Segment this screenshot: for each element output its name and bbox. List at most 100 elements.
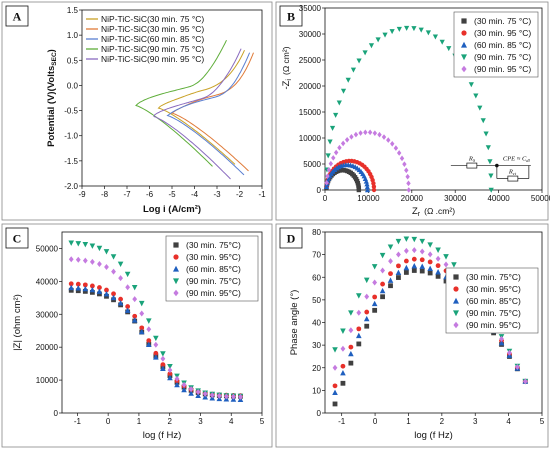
y-axis-label: -Zi (Ω cm²) [281,46,293,89]
nyquist-point [327,139,333,145]
nyquist-point [488,173,494,179]
y-label-end: ) [46,49,57,52]
x-tick-label: 0 [373,417,378,426]
bode-phase-point [499,335,504,342]
legend-entry: (30 min. 95 °C) [474,28,531,38]
bode-z-point [75,281,81,287]
y-tick-label: 40000 [36,277,59,286]
bode-z-point [167,367,173,374]
y-tick-label: 10 [312,386,321,395]
legend-entry: NiP-TiC-SiC(60 min. 85 °C) [101,34,204,44]
nyquist-point [364,184,370,190]
nyquist-point [405,173,410,180]
bode-z-point [195,392,201,399]
bode-z-point [117,300,124,306]
bode-phase-point [348,350,354,357]
bode-phase-point [396,251,401,258]
bode-z-point [139,310,145,317]
circuit-label-cpe: CPE ≈ Cdl [503,156,531,164]
nyquist-point [355,181,361,186]
bode-phase-point [364,309,370,315]
legend-marker [453,286,459,292]
bode-z-point [118,275,123,282]
bode-phase-point [372,307,378,313]
y-label-sub: i [286,79,293,81]
bode-z-point [68,284,75,291]
x-tick-label: -1 [258,190,266,199]
bode-z-point [110,294,117,301]
y-tick-label: 20000 [299,82,322,91]
nyquist-point [363,129,368,136]
panel-letter-box: A [5,5,29,27]
bode-z-point [139,325,145,331]
x-tick-label: 50000 [531,194,550,203]
nyquist-point [386,137,391,143]
nyquist-point [488,187,494,193]
x-tick-label: -6 [146,190,154,199]
nyquist-point [406,180,411,187]
resistor-rct [507,175,519,182]
x-axis-label: Zr (Ω .cm²) [412,206,455,218]
panel-letter-frame [279,227,303,249]
bode-z-point [96,288,103,294]
bode-z-point [82,285,89,292]
bode-z-point [216,392,222,399]
bode-phase-point [379,252,386,259]
bode-phase-point [522,378,528,385]
bode-z-point [104,264,109,271]
y-tick-label: 0.5 [67,56,79,65]
bode-phase-point [427,242,433,248]
y-tick-label: 0 [317,409,322,418]
nyquist-point [333,112,339,118]
panel-letter: C [13,232,22,246]
nyquist-point [333,149,339,156]
x-tick-label: 40000 [487,194,510,203]
bode-phase-point [411,256,417,262]
bode-z-point [89,283,95,289]
y-label-main: -Z [281,80,292,89]
nyquist-point [326,166,332,173]
y-tick-label: 20000 [36,343,59,352]
bode-phase-point [411,268,417,273]
y-tick-label: 35000 [299,4,322,13]
panel-letter: A [13,10,22,24]
nyquist-point [473,93,479,99]
bode-phase-point [498,339,505,346]
legend: (30 min. 75°C) (30 min. 95°C) (60 min. 85°… [445,267,539,334]
y-tick-label: 30000 [299,30,322,39]
nyquist-point [480,118,486,124]
legend-marker [173,289,179,297]
nyquist-point [382,32,388,38]
x-tick-label: -7 [123,190,131,199]
panel-letter-box: C [5,227,29,249]
bode-z-point [174,375,180,382]
panel-border [275,223,549,448]
bode-phase-point [340,363,346,369]
rct-sub: ct [513,171,517,176]
nyquist-point [402,161,407,167]
bode-z-point [82,242,89,248]
bode-z-point [68,287,74,293]
nyquist-point [356,183,361,188]
y-tick-label: 30000 [36,310,59,319]
y-tick-label: 70 [312,251,321,260]
bode-z-point [82,288,88,294]
nyquist-point [329,125,336,131]
legend-marker [461,30,467,36]
bode-z-point [145,318,152,324]
bode-phase-point [443,254,449,260]
bode-z-point [96,245,103,252]
bode-z-point [160,365,166,371]
nyquist-point [371,181,376,186]
nyquist-point [325,173,330,179]
nyquist-point [331,155,336,161]
nyquist-point [324,179,329,186]
bode-phase-point [443,261,449,268]
legend: (30 min. 75°C) (30 min. 95°C) (60 min. 85°… [165,235,259,302]
legend-marker [453,274,459,280]
bode-phase-point [364,293,370,300]
bode-z-point [97,285,102,290]
bode-phase-point [395,238,402,245]
x-tick-label: 10000 [357,194,380,203]
